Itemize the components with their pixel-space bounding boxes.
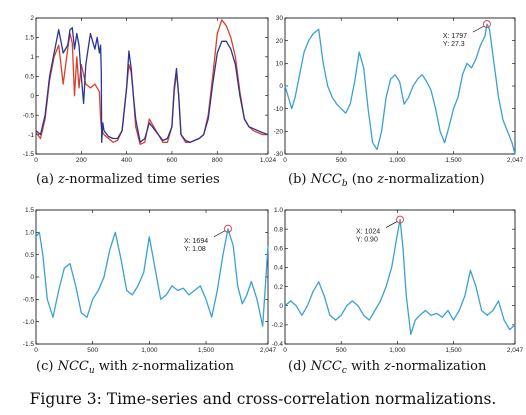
y-tick-label: 0 (279, 303, 283, 310)
y-tick-label: 1.5 (25, 35, 34, 42)
y-tick-label: -0.2 (272, 322, 284, 329)
series-line (35, 228, 269, 327)
y-tick-label: 0 (30, 93, 34, 100)
y-tick-label: -0.5 (23, 112, 35, 119)
y-tick-label: 10 (276, 61, 284, 68)
caption-a: (a) z-normalized time series (36, 172, 220, 187)
y-tick-label: 0.4 (274, 265, 283, 272)
y-tick-label: 0 (30, 274, 34, 281)
datatip-x-text: X: 1694 (184, 238, 208, 245)
x-tick-label: 500 (87, 347, 98, 354)
caption-c: (c) NCCu with z-normalization (36, 359, 235, 376)
x-tick-label: 0 (283, 157, 287, 164)
y-tick-label: -20 (274, 129, 284, 136)
y-tick-label: 30 (276, 15, 284, 22)
x-tick-label: 600 (167, 157, 178, 164)
chart-panel-a: 0 200 400 600 800 1,024 -1.5 -1 -0.5 0 0.5 1 1.5 2 (23, 15, 277, 164)
datatip-marker (482, 20, 491, 29)
y-tick-label: 0 (279, 83, 283, 90)
caption-b: (b) NCCb (no z-normalization) (288, 172, 485, 189)
datatip-x-text: X: 1024 (356, 229, 380, 236)
x-tick-label: 1,500 (445, 157, 462, 164)
y-tick-label: 1.0 (274, 207, 283, 214)
x-tick-label: 400 (121, 157, 132, 164)
chart-panel-d: 0 500 1,000 1,500 2,047 -0.4 -0.2 0 0.2 0.4 0.6 0.8… (272, 207, 524, 354)
y-tick-label: 0.5 (25, 252, 34, 259)
x-tick-label: 1,500 (198, 347, 215, 354)
y-tick-label: 0.5 (25, 73, 34, 80)
series-line (35, 19, 268, 145)
datatip-marker (223, 224, 232, 233)
x-tick-label: 2,047 (507, 347, 524, 354)
x-tick-label: 0 (34, 157, 38, 164)
datatip-x-text: X: 1797 (443, 33, 467, 40)
series-line (284, 218, 516, 336)
y-tick-label: -30 (274, 151, 284, 158)
chart-panel-b: 0 500 1,000 1,500 2,047 -30 -20 -10 0 10 20 30 X: 17… (274, 15, 524, 164)
plot-frame (35, 209, 269, 345)
y-tick-label: -1.5 (23, 151, 35, 158)
y-tick-label: -10 (274, 106, 284, 113)
datatip-arrow (213, 230, 226, 238)
series-line (284, 23, 516, 155)
y-tick-label: 20 (276, 38, 284, 45)
x-tick-label: 1,000 (389, 157, 406, 164)
x-tick-label: 1,000 (389, 347, 406, 354)
datatip-arrow (385, 221, 398, 228)
x-tick-label: 2,047 (507, 157, 524, 164)
y-tick-label: 0.8 (274, 226, 283, 233)
datatip-marker (396, 215, 405, 224)
y-tick-label: -1 (28, 132, 34, 139)
y-tick-label: -1.0 (23, 319, 35, 326)
y-tick-label: 0.2 (274, 284, 283, 291)
datatip-y-text: Y: 1.08 (184, 246, 206, 253)
plot-frame (284, 209, 516, 345)
y-tick-label: 1.5 (25, 207, 34, 214)
y-tick-label: -0.4 (272, 341, 284, 348)
y-tick-label: 0.6 (274, 245, 283, 252)
x-tick-label: 500 (336, 157, 347, 164)
datatip-arrow (472, 25, 485, 33)
datatip-y-text: Y: 27.3 (443, 41, 465, 48)
datatip-y-text: Y: 0.90 (356, 237, 378, 244)
y-tick-label: 1.0 (25, 230, 34, 237)
x-tick-label: 0 (34, 347, 38, 354)
chart-panel-c: 0 500 1,000 1,500 2,047 -1.5 -1.0 -0.5 0 0.5 1.0 1.… (23, 207, 277, 354)
series-line (35, 27, 269, 143)
x-tick-label: 1,500 (445, 347, 462, 354)
x-tick-label: 0 (283, 347, 287, 354)
x-tick-label: 1,000 (141, 347, 158, 354)
x-tick-label: 200 (76, 157, 87, 164)
x-tick-label: 800 (212, 157, 223, 164)
figure-caption: Figure 3: Time-series and cross-correlat… (30, 390, 497, 408)
y-tick-label: -1.5 (23, 341, 35, 348)
caption-d: (d) NCCc with z-normalization (288, 359, 487, 376)
x-tick-label: 500 (336, 347, 347, 354)
x-tick-label: 1,024 (260, 157, 277, 164)
y-tick-label: -0.5 (23, 297, 35, 304)
x-tick-label: 2,047 (260, 347, 277, 354)
y-tick-label: 2 (30, 15, 34, 22)
y-tick-label: 1 (30, 54, 34, 61)
